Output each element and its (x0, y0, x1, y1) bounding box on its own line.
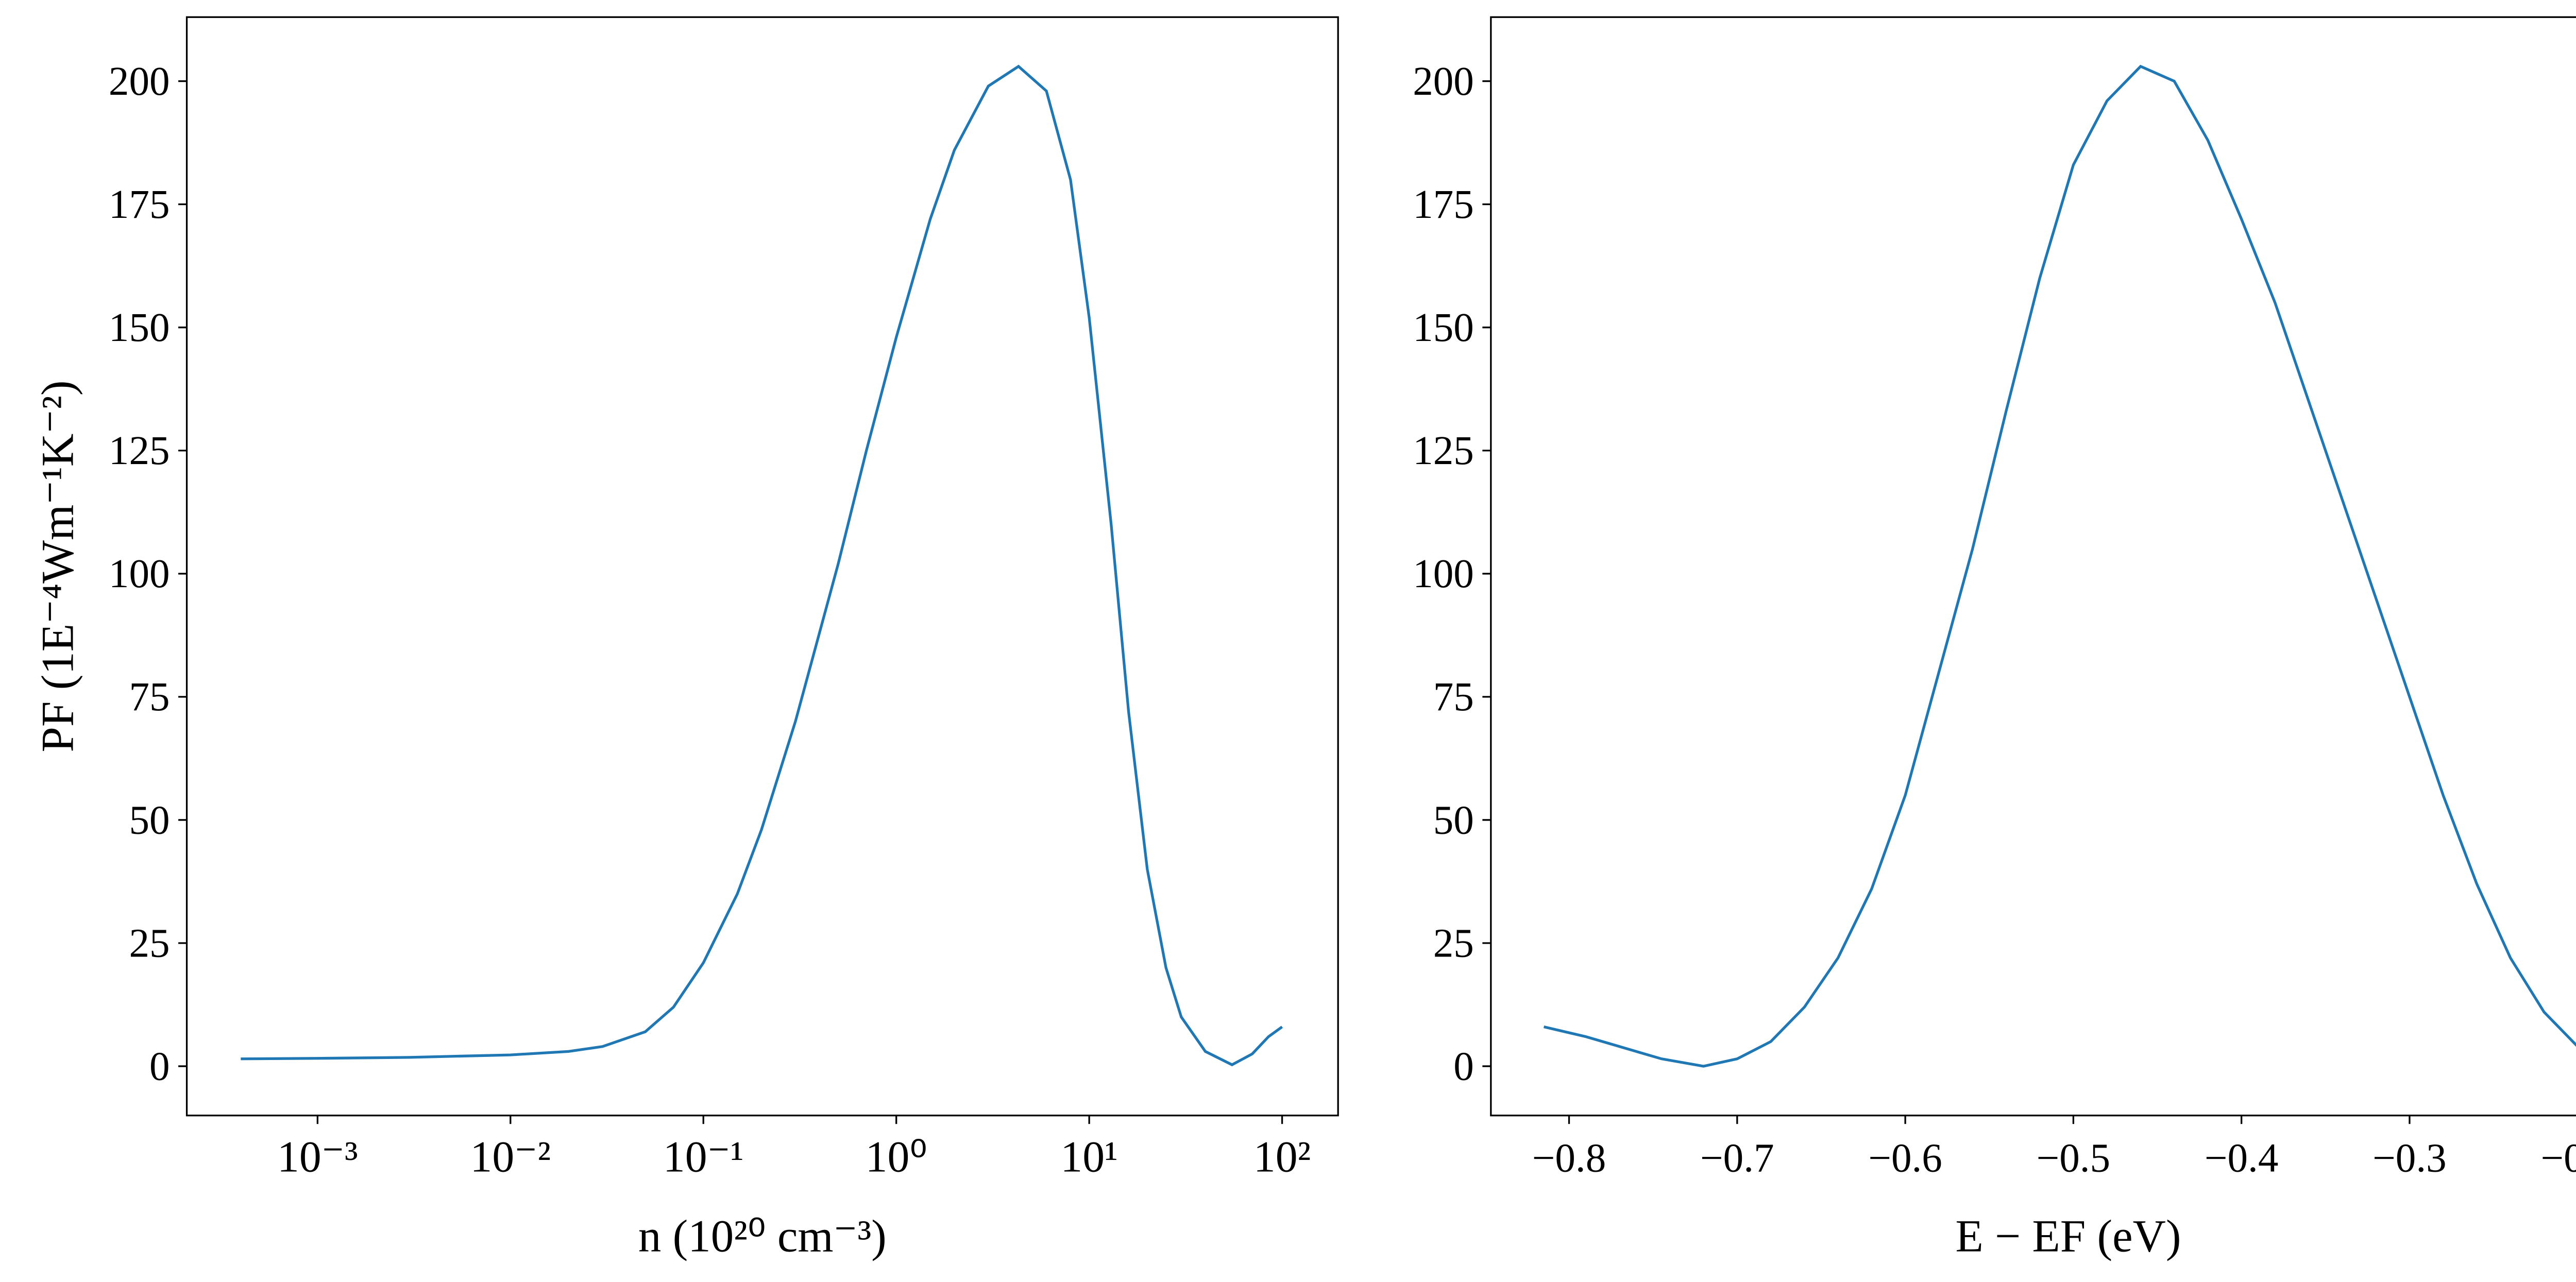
plot-frame (185, 16, 1339, 1117)
x-axis-label: E − EF (eV) (1955, 1211, 2181, 1261)
y-tick-label: 150 (1413, 305, 1474, 350)
y-tick-label: 25 (1433, 921, 1474, 966)
y-tick-label: 175 (1413, 182, 1474, 227)
y-tick-label: 75 (1433, 675, 1474, 720)
x-tick-label: −0.8 (1532, 1136, 1606, 1181)
y-tick-label: 0 (149, 1044, 170, 1089)
x-tick-label: −0.4 (2205, 1136, 2278, 1181)
x-axis-label: n (10²⁰ cm⁻³) (638, 1211, 887, 1261)
x-tick-label: 10⁻² (470, 1132, 551, 1181)
x-tick-label: 10⁻¹ (663, 1132, 744, 1181)
y-tick-label: 100 (109, 552, 170, 596)
data-line (1543, 64, 2576, 1068)
x-tick-label: −0.2 (2540, 1136, 2576, 1181)
y-tick-label: 75 (129, 675, 170, 720)
x-tick-label: −0.3 (2372, 1136, 2446, 1181)
y-tick-label: 50 (1433, 798, 1474, 843)
y-tick-label: 100 (1413, 552, 1474, 596)
x-tick-label: −0.7 (1700, 1136, 1774, 1181)
x-tick-label: −0.6 (1868, 1136, 1942, 1181)
x-tick-label: 10¹ (1060, 1132, 1117, 1181)
y-tick-label: 0 (1453, 1044, 1474, 1089)
data-line (241, 64, 1283, 1067)
y-axis-label: PF (1E⁻⁴Wm⁻¹K⁻²) (33, 380, 83, 752)
plot-frame (1490, 16, 2576, 1117)
x-tick-label: 10⁰ (866, 1132, 927, 1181)
y-tick-label: 150 (109, 305, 170, 350)
x-tick-label: −0.5 (2037, 1136, 2110, 1181)
x-tick-label: 10² (1253, 1132, 1311, 1181)
y-tick-label: 25 (129, 921, 170, 966)
y-tick-label: 50 (129, 798, 170, 843)
y-tick-label: 125 (109, 429, 170, 473)
y-tick-label: 175 (109, 182, 170, 227)
x-tick-label: 10⁻³ (277, 1132, 358, 1181)
y-tick-label: 200 (1413, 59, 1474, 104)
y-tick-label: 125 (1413, 429, 1474, 473)
y-tick-label: 200 (109, 59, 170, 104)
